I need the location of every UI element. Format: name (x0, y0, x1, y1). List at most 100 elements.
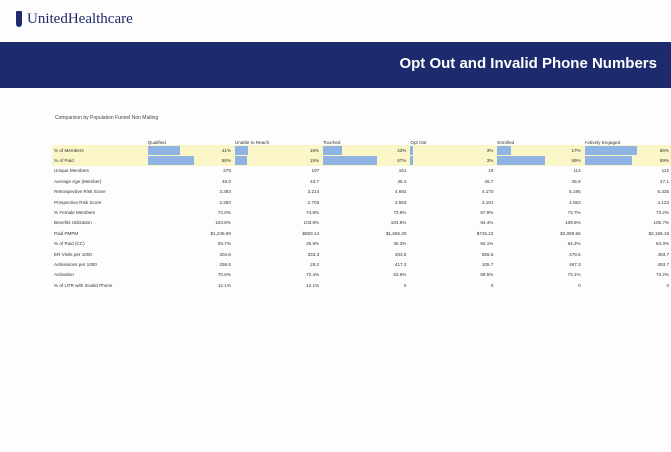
cell: 479.5 (495, 249, 582, 259)
cell: 493.7 (583, 249, 671, 259)
row-label: % of Paid (CC) (54, 241, 85, 247)
cell: 92.1% (408, 239, 495, 249)
cell: 26.9% (233, 239, 321, 249)
table-row: ER Visits per 1000 404.6 333.3 403.6 555.6 47… (52, 249, 671, 259)
cell-value: 73.1% (567, 272, 581, 278)
cell: 3% (408, 145, 496, 156)
header-row: Qualified Unable to Reach Touched Opt Out En… (52, 136, 671, 145)
cell-value: 73.2% (655, 272, 669, 278)
bar (323, 146, 342, 155)
cell: 73.2% (583, 270, 671, 280)
cell-value: $1,245.99 (210, 230, 231, 236)
cell-value: 47.1 (660, 178, 669, 184)
cell: 5.335 (583, 187, 671, 197)
cell-value: 493.7 (657, 251, 670, 257)
cell-value: 66% (659, 147, 669, 153)
cell: 12.1% (146, 280, 233, 290)
cell-value: 19 (488, 168, 494, 174)
cell-value: 5.335 (657, 189, 670, 195)
cell-value: $1,665.30 (385, 230, 407, 236)
column-header: Unable to Reach (234, 140, 270, 145)
cell: 4.692 (321, 187, 408, 197)
cell: 17% (495, 145, 583, 156)
logo-text: UnitedHealthcare (27, 10, 133, 27)
cell-value: 279 (223, 168, 231, 174)
cell: 19 (408, 166, 495, 176)
cell: 16% (232, 145, 322, 156)
table-row: Retrospective Risk Score 3.393 3.214 4.692 4… (52, 187, 671, 197)
cell: 403.6 (321, 249, 408, 259)
cell-value: 3.250 (219, 199, 231, 205)
cell-value: 72.0% (217, 210, 231, 216)
cell: 5.195 (495, 187, 582, 197)
cell: 104.6% (146, 218, 233, 228)
cell: 45.7 (408, 176, 495, 186)
cell: 467.3 (495, 259, 582, 269)
bar (234, 146, 248, 155)
cell-value: 16% (309, 147, 320, 153)
bar (147, 146, 181, 155)
logo: UnitedHealthcare (16, 8, 133, 30)
cell: 0 (321, 280, 408, 290)
cell: 0 (495, 280, 582, 290)
cell-value: 35.3% (393, 241, 407, 247)
cell-value: 0 (666, 282, 669, 288)
cell: 67.9% (408, 207, 495, 217)
table-row: % Female Members 72.0% 74.8% 73.9% 67.9% 73.7… (52, 207, 671, 217)
cell-value: 333.3 (307, 251, 320, 257)
table-row: % of Paid (CC) 93.7% 26.9% 35.3% 92.1% 64.2% 6… (52, 239, 671, 249)
cell: 107 (233, 166, 321, 176)
cell: 4.170 (408, 187, 495, 197)
cell: 103.9% (233, 218, 321, 228)
cell-value: 161 (398, 168, 407, 174)
bar (234, 156, 247, 165)
cell-value: 105.7 (481, 261, 494, 267)
cell-value: 17% (571, 147, 581, 153)
cell-value: 4.170 (481, 189, 494, 195)
cell-value: 67.9% (480, 210, 494, 216)
cell: 105.7% (583, 218, 671, 228)
cell-value: 114 (573, 168, 581, 174)
cell: 72.0% (146, 207, 233, 217)
cell-value: 4.123 (657, 199, 670, 205)
cell: 94.4% (408, 218, 495, 228)
cell: 3.191 (408, 197, 495, 207)
cell: 63.6% (321, 270, 408, 280)
table-row: % of UTR with Invalid Phone 12.1% 12.1% 0 0 0… (52, 280, 671, 290)
cell-value: 3.191 (481, 199, 494, 205)
bar (497, 156, 545, 165)
cell: 161 (321, 166, 408, 176)
cell: 45.8 (495, 176, 582, 186)
cell-value: 69.5% (480, 272, 494, 278)
cell-value: 4.692 (394, 189, 407, 195)
subtitle: Comparison by Population Funnel Non Mail… (55, 115, 159, 121)
cell-value: 479.5 (569, 251, 581, 257)
cell: 69.5% (408, 270, 495, 280)
cell: 105.7 (408, 259, 495, 269)
cell: 3.393 (146, 187, 233, 197)
row-label: Admissions per 1000 (54, 261, 97, 267)
table-row: Prospective Risk Score 3.250 2.703 3.583 3.1… (52, 197, 671, 207)
cell: 104.8% (321, 218, 408, 228)
cell-value: 3% (486, 158, 494, 164)
column-header: Touched (323, 140, 341, 145)
cell: 2.703 (233, 197, 321, 207)
cell-value: 94.4% (480, 220, 494, 226)
cell: 279 (146, 166, 233, 176)
cell-value: 3.214 (307, 189, 320, 195)
cell: $2,099.56 (495, 228, 582, 238)
slide-title: Opt Out and Invalid Phone Numbers (399, 55, 657, 72)
bar (410, 156, 413, 165)
cell: 64.2% (495, 239, 582, 249)
cell: 73.7% (495, 207, 582, 217)
cell-value: $603.14 (302, 230, 320, 236)
cell: 29.2 (233, 259, 321, 269)
bar (147, 156, 195, 165)
cell-value: 104.8% (390, 220, 407, 226)
cell-value: 467.3 (569, 261, 581, 267)
row-label: Benefits Utilization (54, 220, 92, 226)
table-row: Admissions per 1000 258.5 29.2 417.3 105.7 46… (52, 259, 671, 269)
table-row: Benefits Utilization 104.6% 103.9% 104.8% 94… (52, 218, 671, 228)
cell: 47.1 (583, 176, 671, 186)
cell: 0 (408, 280, 495, 290)
